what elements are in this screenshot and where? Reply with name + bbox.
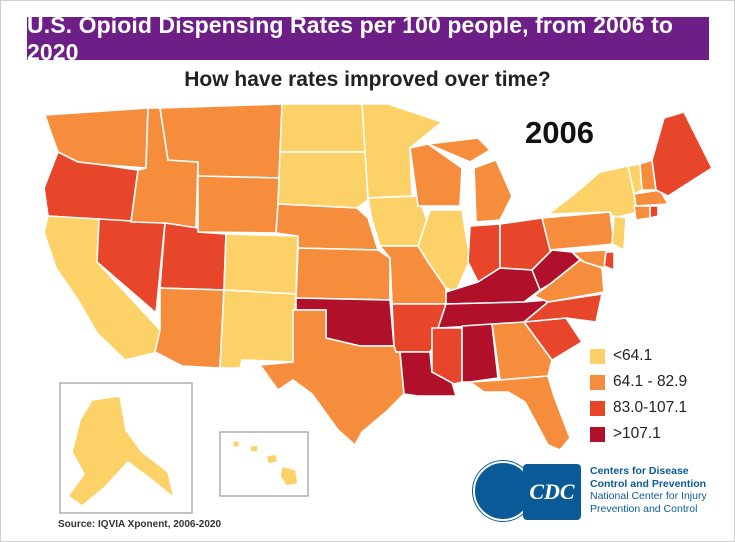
legend-label: >107.1 — [613, 425, 661, 442]
legend-swatch — [590, 400, 605, 416]
state-AK — [67, 395, 175, 507]
org-line: National Center for Injury — [590, 490, 707, 502]
state-ND — [279, 103, 367, 153]
legend-item: >107.1 — [590, 421, 687, 447]
state-NJ — [611, 215, 627, 251]
cdc-logo: CDC — [523, 464, 581, 520]
state-SD — [277, 151, 369, 209]
legend-swatch — [590, 426, 605, 442]
year-label: 2006 — [525, 115, 594, 150]
legend-item: <64.1 — [590, 343, 687, 369]
state-PA — [541, 211, 615, 251]
state-RI — [649, 205, 659, 219]
state-MD — [571, 249, 607, 269]
legend-label: 64.1 - 82.9 — [613, 373, 688, 390]
state-NY — [547, 165, 639, 219]
hawaii-inset-box — [219, 431, 309, 497]
state-CT — [633, 205, 651, 221]
state-CO — [223, 233, 299, 295]
cdc-branding: CDC Centers for Disease Control and Prev… — [473, 461, 723, 527]
legend-swatch — [590, 374, 605, 390]
state-MI — [427, 137, 513, 223]
legend-item: 83.0-107.1 — [590, 395, 687, 421]
state-UT — [159, 222, 227, 291]
org-name: Centers for Disease Control and Preventi… — [590, 465, 707, 515]
source-note: Source: IQVIA Xponent, 2006-2020 — [58, 519, 222, 530]
alaska-inset-box — [59, 382, 193, 514]
state-ME — [651, 111, 713, 197]
legend-label: <64.1 — [613, 347, 653, 364]
legend-item: 64.1 - 82.9 — [590, 369, 687, 395]
state-WY — [197, 175, 281, 234]
state-KS — [295, 247, 391, 301]
state-NC — [523, 293, 603, 323]
state-GA — [491, 321, 553, 381]
legend-label: 83.0-107.1 — [613, 399, 688, 416]
legend: <64.1 64.1 - 82.9 83.0-107.1 >107.1 — [590, 343, 687, 447]
state-FL — [469, 375, 571, 451]
state-AL — [461, 323, 499, 383]
state-LA — [395, 351, 457, 397]
org-line: Centers for Disease — [590, 465, 689, 477]
state-NM — [219, 289, 297, 369]
org-line: Prevention and Control — [590, 502, 698, 515]
state-AZ — [154, 287, 225, 369]
state-MA — [633, 189, 669, 207]
state-TX — [259, 309, 405, 446]
state-HI — [231, 439, 299, 487]
state-MS — [431, 327, 463, 385]
legend-swatch — [590, 348, 605, 364]
org-line: Control and Prevention — [590, 477, 707, 490]
state-WI — [409, 143, 463, 207]
map-subtitle: How have rates improved over time? — [184, 68, 551, 91]
